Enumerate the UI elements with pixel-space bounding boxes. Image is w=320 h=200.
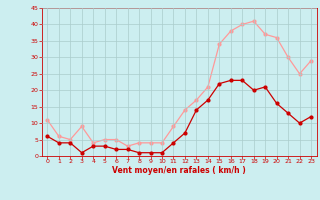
X-axis label: Vent moyen/en rafales ( km/h ): Vent moyen/en rafales ( km/h ) <box>112 166 246 175</box>
